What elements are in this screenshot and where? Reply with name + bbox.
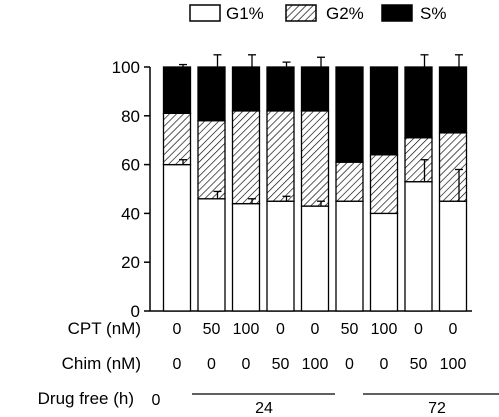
- row-value-cpt: 100: [371, 321, 398, 338]
- y-tick-label: 20: [121, 253, 140, 272]
- y-tick-label: 0: [131, 302, 140, 321]
- row-value-cpt: 100: [233, 321, 260, 338]
- y-tick-label: 60: [121, 156, 140, 175]
- bar-segment-g2: [231, 110, 261, 205]
- row-value-cpt: 0: [276, 321, 285, 338]
- bar-segment-g1: [300, 205, 330, 312]
- row-value-cpt: 0: [449, 321, 458, 338]
- row-value-chim: 0: [345, 356, 354, 373]
- legend-swatch-s: [381, 4, 413, 22]
- bar-segment-g1: [231, 202, 261, 312]
- row-value-chim: 100: [440, 356, 467, 373]
- legend-label-g2: G2%: [326, 4, 364, 23]
- row-label-drug-free: Drug free (h): [38, 389, 134, 408]
- bar-segment-g1: [197, 198, 226, 312]
- row-value-cpt: 50: [203, 321, 221, 338]
- row-value-chim: 0: [207, 356, 216, 373]
- drug-free-72: 72: [428, 400, 446, 417]
- bar-segment-g2: [266, 110, 295, 202]
- y-ticks: 0 20 40 60 80 100: [112, 58, 150, 321]
- bar-segment-g1: [438, 200, 468, 312]
- condition-rows: CPT (nM) Chim (nM) Drug free (h) 0 24 72…: [38, 319, 499, 417]
- legend: G1% G2% S%: [189, 4, 446, 23]
- bar-segment-s: [162, 66, 192, 115]
- row-value-cpt: 0: [173, 321, 182, 338]
- row-value-chim: 50: [410, 356, 428, 373]
- y-tick-label: 100: [112, 58, 140, 77]
- row-label-chim: Chim (nM): [62, 354, 141, 373]
- bar-segment-s: [300, 66, 330, 112]
- bar-segment-g1: [404, 181, 433, 312]
- bar-segment-g1: [266, 200, 295, 312]
- row-value-cpt: 0: [311, 321, 320, 338]
- legend-label-g1: G1%: [226, 4, 264, 23]
- row-value-cpt: 0: [414, 321, 423, 338]
- bar-segment-s: [197, 66, 226, 122]
- bar-segment-s: [231, 66, 261, 112]
- bar-segment-g1: [335, 200, 364, 312]
- bar-segment-g2: [335, 161, 364, 202]
- bars: [162, 54, 468, 312]
- row-value-chim: 0: [242, 356, 251, 373]
- bar-segment-s: [266, 66, 295, 112]
- row-value-chim: 50: [272, 356, 290, 373]
- bar-segment-g2: [197, 120, 226, 200]
- bar-segment-s: [335, 66, 364, 163]
- bar-segment-s: [404, 66, 433, 139]
- bar-segment-g1: [369, 212, 399, 312]
- y-tick-label: 40: [121, 204, 140, 223]
- bar-segment-g1: [162, 163, 192, 312]
- bar-segment-g2: [369, 154, 399, 215]
- drug-free-24: 24: [255, 400, 273, 417]
- legend-swatch-g2: [285, 4, 317, 22]
- row-value-chim: 0: [173, 356, 182, 373]
- y-tick-label: 80: [121, 107, 140, 126]
- bar-segment-s: [438, 66, 468, 134]
- legend-label-s: S%: [420, 4, 446, 23]
- row-value-chim: 0: [380, 356, 389, 373]
- row-label-cpt: CPT (nM): [68, 319, 141, 338]
- legend-swatch-g1: [189, 4, 221, 22]
- row-value-chim: 100: [302, 356, 329, 373]
- bar-segment-g2: [438, 132, 468, 202]
- bar-segment-g2: [300, 110, 330, 207]
- drug-free-0: 0: [152, 392, 161, 409]
- bar-segment-s: [369, 66, 399, 156]
- bar-segment-g2: [162, 112, 192, 166]
- row-value-cpt: 50: [341, 321, 359, 338]
